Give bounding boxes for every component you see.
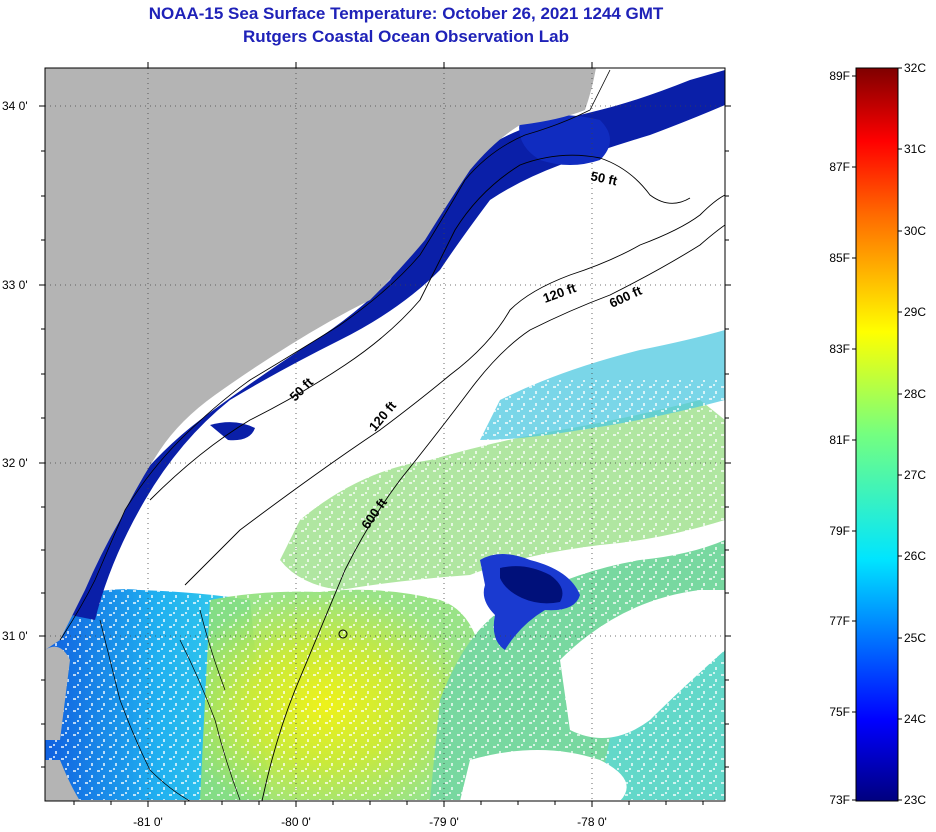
colorbar-c-30: 30C <box>904 224 926 238</box>
colorbar-f-83: 83F <box>829 342 850 356</box>
colorbar-c-28: 28C <box>904 387 926 401</box>
colorbar-f-77: 77F <box>829 614 850 628</box>
colorbar-c-24: 24C <box>904 712 926 726</box>
colorbar-c-25: 25C <box>904 631 926 645</box>
buoy-marker <box>338 629 348 639</box>
contour-label-50ft-north: 50 ft <box>589 168 619 188</box>
isobath-120ft <box>184 194 725 586</box>
colorbar-f-81: 81F <box>829 433 850 447</box>
cloud-gap-south <box>460 750 627 801</box>
isobath-600ft <box>261 224 725 801</box>
colorbar-f-75: 75F <box>829 705 850 719</box>
colorbar-f-73: 73F <box>829 793 850 807</box>
lat-label-34: 34 0' <box>2 99 28 113</box>
lat-label-31: 31 0' <box>2 629 28 643</box>
map-panel: 50 ft 120 ft 600 ft 50 ft 120 ft 600 ft <box>45 68 725 801</box>
coastline-south <box>99 609 241 801</box>
cold-eddy-core <box>500 566 563 604</box>
lon-label-80: -80 0' <box>281 815 311 829</box>
lat-label-32: 32 0' <box>2 456 28 470</box>
map-title: NOAA-15 Sea Surface Temperature: October… <box>148 4 664 23</box>
colorbar-c-31: 31C <box>904 142 926 156</box>
colorbar-ticks <box>852 67 902 801</box>
colorbar-f-79: 79F <box>829 524 850 538</box>
coastline <box>59 69 611 641</box>
cold-coastal-water <box>45 70 725 620</box>
lon-label-79: -79 0' <box>429 815 459 829</box>
colorbar-c-27: 27C <box>904 468 926 482</box>
cloud-gap-east <box>560 590 725 738</box>
isobath-50ft <box>149 154 691 501</box>
colorbar-c-29: 29C <box>904 305 926 319</box>
land-south <box>45 646 70 740</box>
land-southwest <box>45 760 80 801</box>
cold-patch-north <box>519 115 610 165</box>
map-subtitle: Rutgers Coastal Ocean Observation Lab <box>243 27 569 46</box>
graticule <box>45 68 725 801</box>
colorbar-f-87: 87F <box>829 160 850 174</box>
axis-ticks <box>39 62 731 807</box>
colorbar-c-32: 32C <box>904 61 926 75</box>
colorbar-f-85: 85F <box>829 251 850 265</box>
colorbar-f-89: 89F <box>829 69 850 83</box>
colorbar-c-26: 26C <box>904 549 926 563</box>
colorbar <box>855 67 899 802</box>
lat-label-33: 33 0' <box>2 278 28 292</box>
land-mass <box>45 68 596 650</box>
colorbar-c-23: 23C <box>904 793 926 807</box>
lon-label-78: -78 0' <box>577 815 607 829</box>
map-frame <box>44 67 726 802</box>
lon-label-81: -81 0' <box>133 815 163 829</box>
